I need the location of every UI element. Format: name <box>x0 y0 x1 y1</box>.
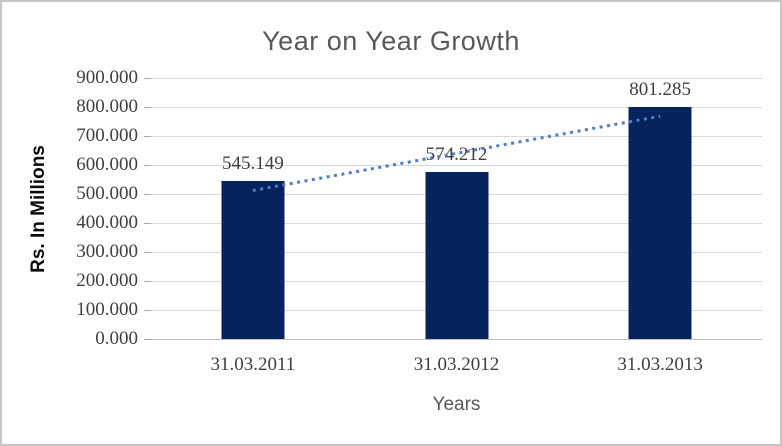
category-slot: 574.212 <box>355 78 559 339</box>
y-axis-tick <box>144 165 151 166</box>
bar <box>221 180 285 339</box>
bar <box>628 106 692 339</box>
x-axis-title: Years <box>432 394 481 415</box>
trendline <box>252 114 661 192</box>
y-axis-tick <box>144 310 151 311</box>
gridline <box>151 165 762 166</box>
category-slot: 545.149 <box>151 78 355 339</box>
plot-area: 545.149 574.212 801.285 <box>144 78 762 340</box>
y-axis-tick <box>144 78 151 79</box>
y-axis-tick-labels: 900.000 800.000 700.000 600.000 500.000 400.0… <box>2 67 138 349</box>
x-axis-line <box>151 339 762 340</box>
y-axis-tick <box>144 339 151 340</box>
category-label: 31.03.2012 <box>413 354 500 375</box>
bar-value-label: 545.149 <box>221 152 284 174</box>
y-tick-label: 300.000 <box>76 241 138 262</box>
y-axis-tick <box>144 107 151 108</box>
category-slot: 801.285 <box>558 78 762 339</box>
y-axis-tick <box>144 136 151 137</box>
y-tick-label: 800.000 <box>76 96 138 117</box>
y-tick-label: 400.000 <box>76 212 138 233</box>
bar-value-label: 574.212 <box>425 144 488 166</box>
y-tick-label: 600.000 <box>76 154 138 175</box>
bar-series: 545.149 574.212 801.285 <box>151 78 762 339</box>
y-tick-label: 0.000 <box>95 328 138 349</box>
y-axis-tick <box>144 223 151 224</box>
bar <box>425 172 488 339</box>
gridline <box>151 107 762 108</box>
y-tick-label: 500.000 <box>76 183 138 204</box>
y-tick-label: 100.000 <box>76 299 138 320</box>
trendline-svg <box>252 114 661 192</box>
category-label: 31.03.2013 <box>617 354 703 375</box>
y-axis-tick <box>144 194 151 195</box>
y-axis-tick <box>144 252 151 253</box>
y-tick-label: 700.000 <box>76 125 138 146</box>
gridline <box>151 78 762 79</box>
chart-title: Year on Year Growth <box>262 26 520 56</box>
category-label: 31.03.2011 <box>210 354 296 375</box>
gridline <box>151 136 762 137</box>
y-tick-label: 200.000 <box>76 270 138 291</box>
bar-value-label: 801.285 <box>629 78 692 100</box>
y-axis-tick <box>144 281 151 282</box>
x-axis-category-labels: 31.03.2011 31.03.2012 31.03.2013 <box>151 354 762 378</box>
y-tick-label: 900.000 <box>76 67 138 88</box>
